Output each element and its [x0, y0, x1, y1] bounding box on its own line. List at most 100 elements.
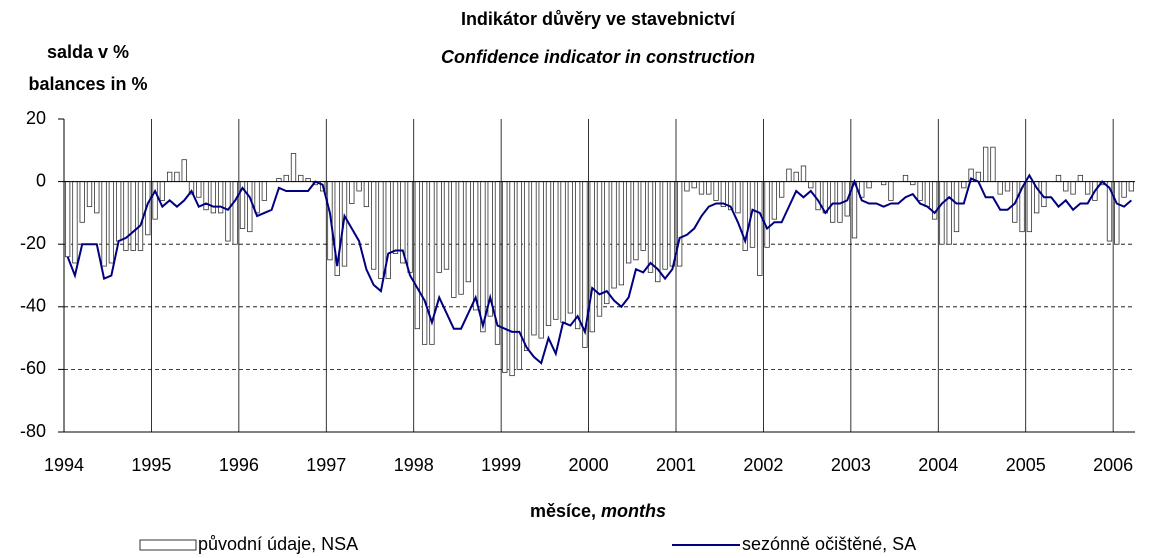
- bar: [633, 181, 639, 261]
- bar: [662, 181, 668, 270]
- bar: [1114, 181, 1120, 245]
- bar: [611, 181, 617, 289]
- bar: [764, 181, 770, 248]
- bar: [232, 181, 238, 245]
- bar: [560, 181, 566, 323]
- bar: [421, 181, 428, 345]
- bar: [567, 181, 574, 314]
- bar: [640, 181, 646, 251]
- y-tick-label: 20: [26, 108, 46, 128]
- bar: [691, 181, 697, 189]
- x-tick-label: 2005: [1006, 455, 1046, 475]
- bar: [706, 181, 712, 195]
- x-axis-label: měsíce, months: [530, 501, 666, 521]
- bar: [356, 181, 362, 192]
- legend-swatch: [139, 539, 197, 551]
- y-axis-label: salda v %: [47, 42, 129, 62]
- bar: [64, 181, 71, 258]
- bar: [407, 181, 413, 273]
- x-tick-label: 2002: [743, 455, 783, 475]
- bar: [851, 181, 858, 239]
- bar: [589, 181, 595, 333]
- bar: [982, 146, 989, 182]
- bar: [1121, 181, 1127, 198]
- bar: [990, 146, 996, 182]
- x-tick-label: 2006: [1093, 455, 1133, 475]
- bar: [123, 181, 129, 251]
- bar: [538, 181, 544, 339]
- x-tick-label: 1994: [44, 455, 84, 475]
- bar: [378, 181, 384, 280]
- legend-label: původní údaje, NSA: [198, 534, 358, 554]
- bar: [283, 174, 289, 182]
- bar: [997, 181, 1003, 195]
- chart-title: Indikátor důvěry ve stavebnictví: [461, 9, 736, 29]
- x-tick-label: 2003: [831, 455, 871, 475]
- bar: [531, 181, 537, 336]
- bar: [924, 181, 931, 208]
- bar: [778, 181, 785, 198]
- bar: [1063, 181, 1069, 192]
- bar: [443, 181, 450, 270]
- bar: [757, 181, 763, 276]
- x-axis-label-part: months: [601, 501, 666, 521]
- bar: [961, 181, 967, 189]
- x-tick-label: 1999: [481, 455, 521, 475]
- bar: [1084, 181, 1091, 195]
- bar: [159, 181, 166, 201]
- bar: [808, 181, 814, 189]
- bar: [684, 181, 690, 192]
- bar: [735, 181, 741, 214]
- y-tick-label: -20: [20, 233, 46, 253]
- x-tick-label: 1996: [219, 455, 259, 475]
- bar: [793, 171, 799, 183]
- legend-label: sezónně očištěné, SA: [742, 534, 916, 554]
- bar: [516, 181, 523, 370]
- y-tick-label: -80: [20, 421, 46, 441]
- bar: [888, 181, 894, 201]
- bar: [210, 181, 217, 214]
- bar: [647, 181, 654, 273]
- x-tick-label: 2004: [918, 455, 958, 475]
- bar: [523, 181, 530, 352]
- bar: [625, 181, 632, 264]
- bar: [786, 168, 792, 183]
- x-tick-label: 1997: [306, 455, 346, 475]
- bar: [203, 181, 209, 211]
- y-tick-label: -40: [20, 296, 46, 316]
- bar: [1070, 181, 1076, 195]
- bar: [472, 181, 479, 311]
- y-tick-label: 0: [36, 170, 46, 190]
- bar: [553, 181, 559, 320]
- bar: [545, 181, 552, 326]
- bar: [509, 181, 515, 377]
- bar: [465, 181, 472, 283]
- bar: [174, 171, 180, 183]
- bar: [349, 181, 355, 204]
- bar: [414, 181, 421, 330]
- x-tick-label: 2000: [569, 455, 609, 475]
- bar: [771, 181, 778, 220]
- bar: [458, 181, 464, 295]
- bar: [604, 181, 610, 305]
- bar: [72, 181, 78, 264]
- bar: [676, 181, 683, 267]
- bar: [101, 181, 107, 267]
- bar: [1055, 174, 1062, 182]
- bar: [917, 181, 923, 201]
- bar: [166, 171, 173, 183]
- bar: [1128, 181, 1135, 192]
- bar: [1077, 174, 1084, 182]
- bar: [225, 181, 231, 242]
- y-axis-label: balances in %: [28, 74, 147, 94]
- bar: [137, 181, 144, 251]
- x-tick-label: 1995: [131, 455, 171, 475]
- x-tick-label: 1998: [394, 455, 434, 475]
- x-tick-label: 2001: [656, 455, 696, 475]
- bar: [669, 181, 676, 267]
- bar: [618, 181, 625, 286]
- bar: [196, 181, 202, 198]
- sa-line: [66, 173, 1133, 365]
- bar: [596, 181, 603, 317]
